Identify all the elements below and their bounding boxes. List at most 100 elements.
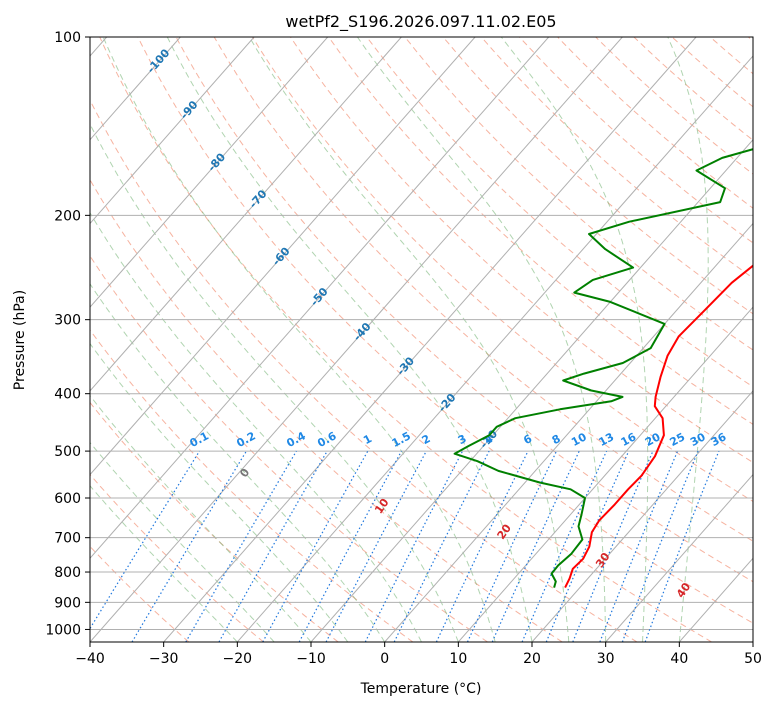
y-axis-label: Pressure (hPa) — [12, 290, 28, 390]
isotherm — [163, 37, 697, 642]
mixing-ratio-label: 3 — [456, 432, 469, 447]
mixing-ratio-label: 13 — [597, 430, 617, 449]
mixing-ratio-line — [435, 450, 529, 642]
x-tick-label: 40 — [670, 651, 688, 667]
x-tick-label: 10 — [449, 651, 467, 667]
dry-adiabat — [633, 37, 753, 141]
x-tick-label: −10 — [296, 651, 326, 667]
isotherm — [531, 390, 753, 642]
mixing-ratio-label: 8 — [550, 432, 563, 447]
mixing-ratio-line — [599, 450, 679, 642]
moist-adiabat — [500, 37, 649, 642]
dry-adiabat — [366, 37, 753, 388]
dry-adiabat — [90, 255, 488, 642]
y-tick-label: 500 — [54, 444, 81, 460]
mixing-ratio-label: 20 — [643, 430, 663, 449]
wetbulb-label: 0 — [237, 466, 252, 480]
y-tick-label: 400 — [54, 387, 81, 403]
dry-adiabat — [594, 37, 753, 175]
dry-adiabat — [404, 37, 753, 351]
dry-adiabat — [90, 178, 563, 642]
temperature-profile-line — [564, 264, 753, 589]
dry-adiabat — [480, 37, 753, 279]
y-tick-label: 1000 — [45, 622, 81, 638]
mixing-ratio-label: 10 — [569, 430, 589, 449]
mixing-ratio-label: 36 — [709, 430, 729, 449]
wetbulb-label: 20 — [495, 522, 515, 542]
dry-adiabat — [328, 37, 753, 425]
dry-adiabat — [747, 37, 753, 42]
wetbulb-label: 10 — [372, 496, 392, 516]
mixing-ratio-label: 16 — [619, 430, 639, 449]
y-tick-label: 700 — [54, 531, 81, 547]
x-tick-label: 50 — [744, 651, 762, 667]
moist-adiabat — [90, 484, 238, 642]
y-tick-label: 300 — [54, 313, 81, 329]
x-axis-label: Temperature (°C) — [360, 681, 482, 697]
isotherm — [457, 306, 753, 642]
y-tick-label: 600 — [54, 491, 81, 507]
dry-adiabat — [90, 473, 264, 642]
mixing-ratio-label: 2 — [420, 432, 433, 447]
mixing-ratio-label: 1 — [361, 432, 374, 447]
moist-adiabat — [102, 37, 496, 642]
isotherm — [90, 37, 402, 392]
mixing-ratio-line — [621, 450, 699, 642]
dry-adiabat — [518, 37, 753, 244]
mixing-ratio-line — [298, 450, 403, 642]
isotherm — [90, 37, 623, 642]
isotherm — [384, 222, 753, 642]
isotherm — [90, 37, 255, 225]
x-tick-label: 20 — [523, 651, 541, 667]
moist-adiabat — [90, 441, 275, 642]
isotherm — [90, 37, 476, 476]
mixing-ratio-line — [393, 450, 490, 642]
y-tick-label: 200 — [54, 208, 81, 224]
y-axis: 100 200 300 400 500 600 700 800 900 1000 — [45, 30, 90, 638]
mixing-ratio-line — [521, 450, 608, 642]
dry-adiabat — [709, 37, 753, 75]
moist-adiabat — [90, 282, 386, 642]
x-axis: −40 −30 −20 −10 0 10 20 30 40 50 — [75, 642, 762, 667]
isotherm — [90, 37, 550, 560]
mixing-ratio-line — [572, 450, 654, 642]
moist-adiabat — [166, 37, 533, 642]
isotherm — [310, 138, 753, 642]
moist-adiabat — [667, 37, 709, 642]
plot-frame — [89, 36, 754, 643]
dry-adiabat — [213, 37, 753, 542]
mixing-ratio-label: 0.2 — [234, 429, 257, 450]
y-tick-label: 100 — [54, 30, 81, 46]
x-tick-label: −20 — [223, 651, 253, 667]
mixing-ratio-label: 25 — [668, 430, 688, 449]
moist-adiabat — [90, 211, 422, 642]
y-tick-label: 900 — [54, 595, 81, 611]
wetbulb-label: 40 — [674, 580, 694, 600]
y-tick-label: 800 — [54, 565, 81, 581]
chart-title: wetPf2_S196.2026.097.11.02.E05 — [285, 12, 556, 32]
x-tick-label: −40 — [75, 651, 105, 667]
moist-adiabat — [356, 37, 607, 642]
dry-adiabat — [175, 37, 753, 583]
mixing-ratio-line — [185, 450, 297, 642]
isotherm — [605, 473, 753, 642]
dry-adiabat — [90, 98, 638, 642]
x-tick-label: 30 — [597, 651, 615, 667]
isotherm — [752, 641, 753, 642]
moist-adiabat — [90, 394, 312, 642]
mixing-ratio-line — [262, 450, 369, 642]
dry-adiabat — [90, 545, 190, 642]
dry-adiabat — [289, 37, 753, 464]
dry-adiabat — [99, 37, 712, 642]
mixing-ratio-line — [491, 450, 580, 642]
dry-adiabat — [137, 37, 753, 624]
dewpoint-profile-line — [453, 148, 753, 588]
mixing-ratio-label: 0.4 — [284, 429, 308, 450]
mixing-ratio-line — [644, 450, 720, 642]
isotherm — [90, 37, 181, 141]
mixing-ratio-line — [218, 450, 328, 642]
mixing-ratio-label: 30 — [688, 430, 708, 449]
moist-adiabat — [248, 37, 570, 642]
isotherm — [90, 37, 329, 308]
